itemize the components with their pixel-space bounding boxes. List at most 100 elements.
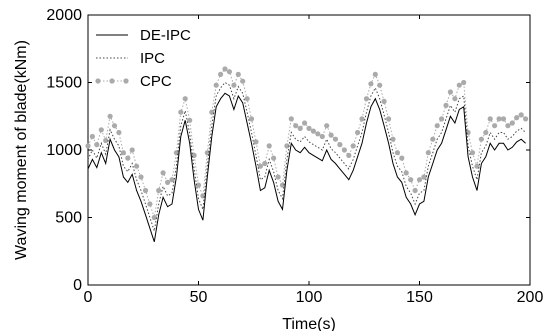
cpc-point [156,187,162,194]
cpc-point [350,143,356,149]
cpc-point [151,214,157,221]
cpc-point [288,116,294,122]
cpc-point [452,96,458,102]
cpc-point [240,78,246,84]
cpc-point [306,125,312,131]
cpc-point [262,160,268,167]
x-tick-label: 50 [190,289,208,306]
cpc-point [253,139,259,145]
cpc-point [439,116,445,122]
cpc-point [412,187,418,194]
cpc-point [523,116,529,122]
cpc-point [456,82,462,88]
cpc-point [244,96,250,102]
y-tick-label: 2000 [46,7,82,24]
cpc-point [129,147,135,153]
cpc-point [248,116,255,122]
cpc-point [390,136,396,142]
cpc-point [355,129,361,136]
cpc-point [297,125,303,131]
cpc-point [328,132,334,138]
x-tick-label: 100 [296,289,323,306]
cpc-point [218,71,224,77]
cpc-point [138,174,144,180]
cpc-point [514,115,520,121]
x-tick-label: 200 [517,289,544,306]
cpc-point [284,143,290,149]
cpc-point [443,102,449,108]
y-axis-label: Waving moment of blade(kNm) [13,40,30,260]
cpc-point [425,150,431,156]
x-tick-label: 0 [84,289,93,306]
cpc-point [204,150,210,156]
cpc-point [461,79,467,86]
legend-marker [95,78,101,84]
cpc-point [98,127,104,133]
legend: DE-IPC IPC CPC [95,27,191,90]
cpc-point [231,82,237,88]
cpc-point [341,147,347,153]
legend-marker [109,78,115,84]
legend-label-de-ipc: DE-IPC [140,27,191,44]
cpc-point [518,112,524,118]
cpc-point [275,174,281,180]
series-line-de-ipc [87,92,526,242]
cpc-point [178,109,184,115]
cpc-point [399,155,405,161]
cpc-point [302,120,308,126]
cpc-point [195,182,202,188]
cpc-point [509,120,515,126]
cpc-point [257,163,263,169]
cpc-point [447,89,453,95]
y-tick-label: 1500 [46,75,82,92]
legend-label-cpc: CPC [140,73,172,90]
cpc-point [474,163,480,169]
y-axis: 0 500 1000 1500 2000 [46,7,530,294]
cpc-point [492,123,498,129]
cpc-point [89,133,95,140]
cpc-point [505,123,511,129]
cpc-point [213,82,219,88]
cpc-point [368,81,374,87]
cpc-point [487,116,493,122]
x-tick-label: 150 [406,289,433,306]
cpc-point [377,82,383,88]
cpc-point [416,177,423,183]
cpc-point [434,123,440,129]
cpc-point [134,163,140,169]
cpc-point [187,117,193,123]
cpc-point [483,129,489,136]
cpc-point [346,152,352,158]
cpc-point [363,96,370,102]
legend-marker [123,78,129,84]
cpc-point [94,142,100,148]
cpc-point [235,71,241,77]
cpc-point [421,174,427,180]
legend-label-ipc: IPC [140,50,165,67]
cpc-point [430,136,436,142]
cpc-point [147,201,153,207]
cpc-point [293,123,299,129]
cpc-point [182,96,188,102]
series-line-cpc [87,68,526,218]
cpc-point [319,133,325,140]
y-tick-label: 0 [73,277,82,294]
cpc-point [381,98,387,104]
cpc-point [324,123,330,129]
cpc-point [310,128,316,134]
cpc-point [209,109,215,115]
cpc-point [408,177,414,183]
cpc-point [226,69,232,75]
cpc-point [125,155,131,161]
cpc-point [315,131,321,137]
cpc-point [403,170,409,176]
cpc-point [337,142,343,148]
x-axis: 0 50 100 150 200 [84,15,544,306]
cpc-point [496,116,502,122]
cpc-point [142,187,149,194]
cpc-point [160,170,166,176]
cpc-point [469,150,476,156]
cpc-point [394,150,400,156]
y-tick-label: 500 [55,210,82,227]
